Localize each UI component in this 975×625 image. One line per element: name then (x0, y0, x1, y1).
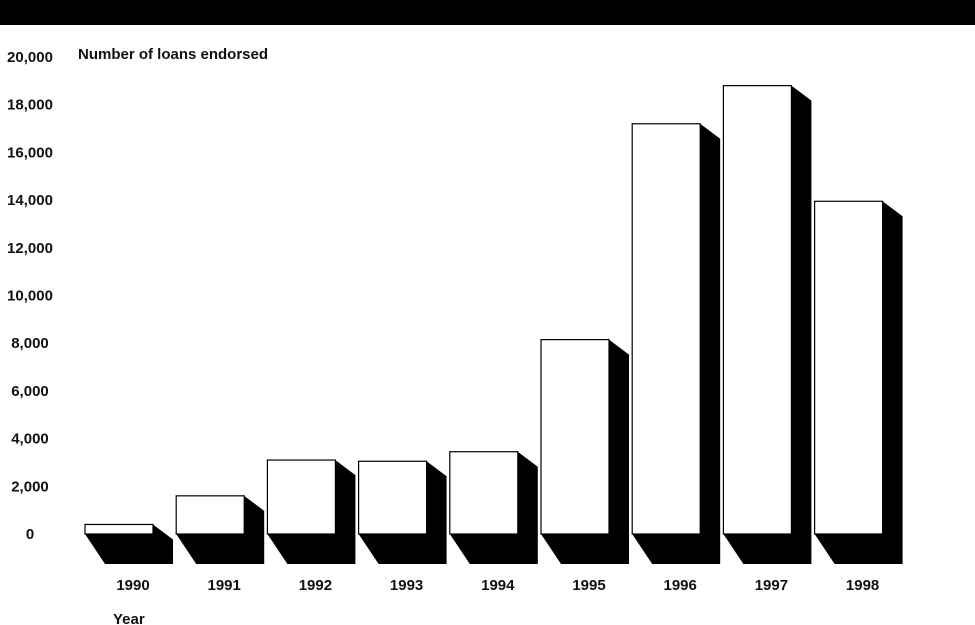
top-band (0, 0, 975, 25)
y-tick-label: 16,000 (7, 144, 53, 161)
x-tick-label: 1995 (572, 577, 605, 594)
x-tick-label: 1998 (846, 577, 879, 594)
bar (631, 123, 701, 535)
y-tick-label: 8,000 (11, 335, 49, 352)
bar (84, 523, 154, 535)
x-tick-label: 1994 (481, 577, 515, 594)
y-tick-label: 14,000 (7, 192, 53, 209)
x-tick-label: 1997 (755, 577, 788, 594)
y-tick-label: 0 (26, 526, 34, 543)
x-tick-label: 1991 (208, 577, 241, 594)
y-tick-label: 10,000 (7, 288, 53, 305)
bar (266, 459, 336, 535)
y-tick-label: 2,000 (11, 478, 49, 495)
x-axis-ticks: 1990 1991 1992 1993 1994 1995 1996 1997 1998 (116, 577, 879, 594)
bar (722, 85, 793, 535)
x-tick-label: 1990 (116, 577, 149, 594)
y-tick-label: 4,000 (11, 431, 49, 448)
x-tick-label: 1996 (664, 577, 697, 594)
y-tick-label: 6,000 (11, 383, 49, 400)
bar (813, 200, 884, 535)
y-tick-label: 18,000 (7, 97, 53, 114)
y-axis-label: Number of loans endorsed (78, 46, 268, 63)
bar (449, 451, 519, 535)
y-tick-label: 12,000 (7, 240, 53, 257)
bar (540, 339, 610, 535)
x-tick-label: 1993 (390, 577, 423, 594)
bar (175, 495, 245, 535)
y-axis-ticks: 0 2,000 4,000 6,000 8,000 10,000 12,000 14,000 1… (7, 49, 53, 543)
bar (358, 460, 428, 535)
x-axis-label: Year (113, 611, 145, 625)
x-tick-label: 1992 (299, 577, 332, 594)
y-tick-label: 20,000 (7, 49, 53, 66)
bars (84, 85, 884, 535)
